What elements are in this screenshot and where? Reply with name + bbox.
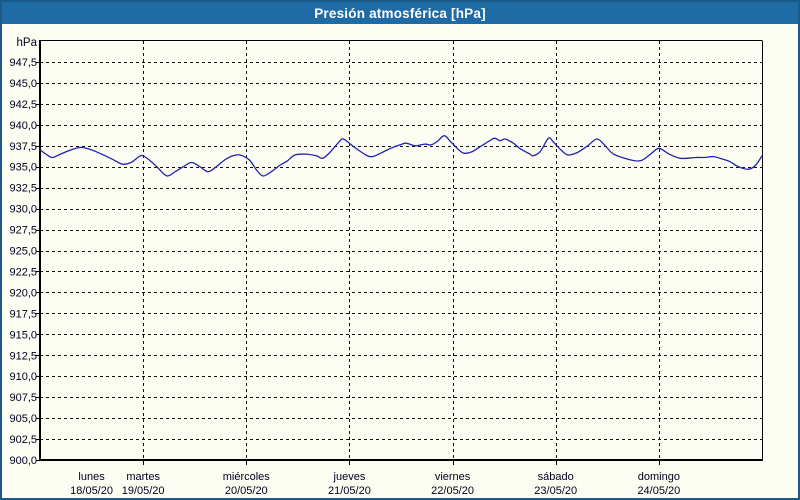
y-tick-label: 925,0 [9,246,37,258]
x-tick-label-day: jueves [333,471,366,483]
x-tick-label-day: viernes [435,471,471,483]
y-tick-label: 942,5 [9,99,37,111]
y-tick-label: 902,5 [9,434,37,446]
pressure-chart: hPa 947,5 945,0 942,5 940,0 937,5 935,0 932,5 93… [9,37,763,497]
x-tick-label-date: 19/05/20 [122,485,165,497]
y-tick-label: 905,0 [9,413,37,425]
x-tick-label-day: lunes [78,471,105,483]
x-tick-label-day: martes [126,471,160,483]
y-tick-label: 917,5 [9,308,37,320]
x-tick-label-date: 21/05/20 [328,485,371,497]
window-title: Presión atmosférica [hPa] [314,5,486,21]
y-tick-label: 910,0 [9,371,37,383]
x-tick-label-date: 18/05/20 [70,485,113,497]
window-titlebar: Presión atmosférica [hPa] [2,2,798,24]
y-tick-label: 922,5 [9,266,37,278]
x-tick-label-date: 22/05/20 [431,485,474,497]
y-axis-unit-label: hPa [17,37,38,49]
x-tick-label-date: 24/05/20 [637,485,680,497]
y-tick-label: 947,5 [9,57,37,69]
x-tick-label-day: sábado [538,471,574,483]
y-tick-label: 915,0 [9,329,37,341]
y-tick-label: 900,0 [9,455,37,467]
pressure-line [39,135,763,177]
y-tick-label: 912,5 [9,350,37,362]
y-tick-label: 935,0 [9,162,37,174]
y-tick-label: 940,0 [9,120,37,132]
y-tick-label: 937,5 [9,141,37,153]
y-tick-label: 920,0 [9,287,37,299]
y-tick-label: 930,0 [9,204,37,216]
x-tick-label-day: domingo [638,471,680,483]
y-tick-label: 932,5 [9,183,37,195]
x-tick-label-date: 23/05/20 [534,485,577,497]
chart-area: hPa 947,5 945,0 942,5 940,0 937,5 935,0 932,5 93… [2,24,798,498]
x-tick-label-date: 20/05/20 [225,485,268,497]
x-tick-label-day: miércoles [223,471,271,483]
y-tick-label: 945,0 [9,78,37,90]
y-tick-label: 907,5 [9,392,37,404]
y-tick-label: 927,5 [9,225,37,237]
